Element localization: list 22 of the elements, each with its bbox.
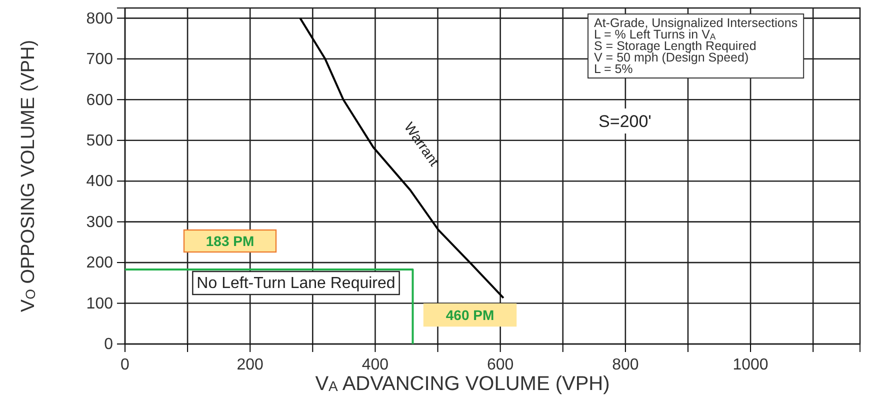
x-tick-label: 200 [236,356,264,374]
x-tick-label: 400 [362,356,389,374]
annotation: 183 PM [206,233,254,249]
y-tick-label: 200 [86,254,114,272]
x-tick-label: 800 [612,356,639,374]
annotation: S=200' [598,112,652,130]
x-tick-label: 600 [486,356,514,374]
x-tick-label: 1000 [732,356,768,374]
y-tick-label: 700 [86,51,114,68]
x-tick-label: 0 [120,356,130,374]
y-tick-label: 500 [86,132,114,150]
y-tick-label: 600 [86,92,114,109]
y-tick-label: 100 [86,295,114,312]
annotation: S = Storage Length Required [594,39,756,53]
y-tick-label: 400 [86,173,114,190]
annotation: 460 PM [446,307,494,323]
y-tick-label: 0 [104,336,114,354]
y-tick-label: 800 [86,10,114,28]
annotation: No Left-Turn Lane Required [196,274,396,292]
y-tick-label: 300 [86,214,114,231]
annotation: At-Grade, Unsignalized Intersections [594,16,798,30]
annotation: L = 5% [594,62,633,76]
